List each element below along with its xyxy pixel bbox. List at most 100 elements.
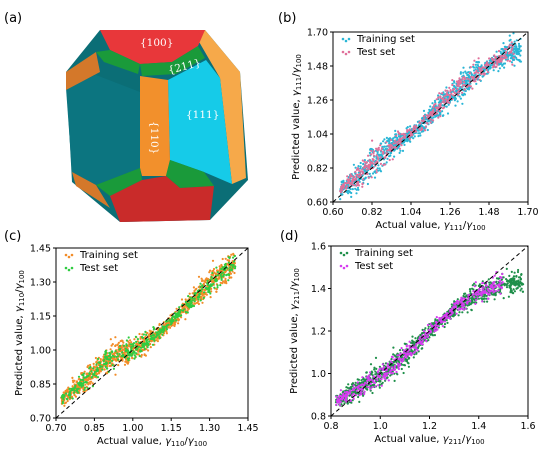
data-point (424, 129, 427, 132)
data-point (121, 349, 124, 352)
data-point (355, 192, 358, 195)
data-point (452, 302, 456, 305)
legend-marker (345, 264, 349, 268)
data-point (365, 376, 368, 379)
data-point (211, 280, 214, 283)
x-tick-label: 0.8 (323, 421, 338, 432)
data-point (209, 292, 212, 295)
data-point (441, 325, 444, 328)
data-point (204, 291, 207, 294)
data-point (149, 346, 152, 349)
data-point (461, 102, 464, 105)
data-point (377, 370, 380, 373)
data-point (118, 344, 122, 347)
data-point (347, 383, 350, 386)
data-point (481, 292, 484, 295)
data-point (402, 349, 405, 352)
data-point (427, 120, 430, 123)
data-point (366, 382, 369, 385)
data-point (357, 395, 360, 399)
data-point (76, 387, 79, 390)
data-point (230, 263, 233, 267)
data-point (192, 286, 195, 289)
data-point (342, 186, 345, 189)
data-point (513, 40, 516, 43)
data-point (388, 142, 391, 145)
data-point (522, 283, 525, 286)
data-point (357, 378, 360, 381)
data-point (359, 161, 362, 165)
data-point (73, 393, 76, 396)
data-point (351, 394, 354, 397)
data-point (219, 284, 222, 287)
data-point (349, 386, 352, 389)
data-point (419, 340, 422, 344)
data-point (385, 369, 388, 372)
data-point (493, 274, 496, 277)
identity-line (333, 32, 528, 202)
data-point (224, 280, 228, 283)
data-point (362, 178, 365, 181)
data-point (339, 198, 342, 201)
data-point (373, 170, 376, 173)
data-point (375, 168, 378, 171)
data-point (470, 308, 473, 311)
data-point (466, 73, 469, 77)
data-point (372, 375, 375, 378)
data-point (429, 121, 432, 124)
data-point (453, 99, 456, 102)
data-point (442, 114, 445, 117)
data-point (145, 343, 148, 346)
data-point (356, 381, 359, 384)
data-point (471, 287, 474, 290)
data-point (463, 88, 466, 91)
data-point (459, 300, 462, 303)
data-point (454, 306, 457, 309)
data-point (406, 130, 409, 133)
data-point (357, 188, 360, 191)
data-point (449, 94, 452, 97)
data-point (165, 327, 168, 330)
data-point (486, 287, 489, 290)
data-point (461, 91, 464, 94)
facet-110-center (140, 76, 170, 176)
data-point (111, 354, 114, 357)
data-point (380, 154, 383, 157)
data-point (352, 178, 355, 181)
data-point (495, 59, 498, 62)
data-point (390, 372, 393, 375)
data-point (88, 372, 91, 375)
data-point (62, 398, 65, 401)
data-point (370, 149, 373, 152)
data-point (519, 289, 522, 292)
data-point (175, 319, 178, 322)
plot-frame (55, 247, 249, 419)
data-point (371, 391, 374, 395)
data-point (504, 57, 507, 60)
data-point (79, 378, 82, 381)
data-point (386, 372, 389, 375)
legend-marker (70, 253, 74, 257)
data-point (380, 142, 383, 145)
data-point (486, 71, 490, 74)
data-point (138, 332, 141, 336)
data-point (473, 71, 477, 74)
data-point (403, 143, 406, 146)
data-point (477, 289, 480, 292)
data-point (89, 365, 92, 369)
data-point (180, 298, 184, 301)
data-point (472, 65, 475, 68)
data-point (228, 276, 231, 279)
data-point (453, 305, 456, 308)
data-point (78, 381, 81, 384)
data-point (69, 390, 72, 393)
data-point (389, 148, 392, 152)
data-point (390, 369, 393, 372)
data-point (407, 365, 410, 368)
data-point (171, 315, 175, 318)
data-point (140, 353, 143, 357)
data-point (464, 307, 467, 310)
data-point (510, 49, 513, 52)
data-point (420, 119, 423, 122)
data-point (106, 367, 109, 370)
